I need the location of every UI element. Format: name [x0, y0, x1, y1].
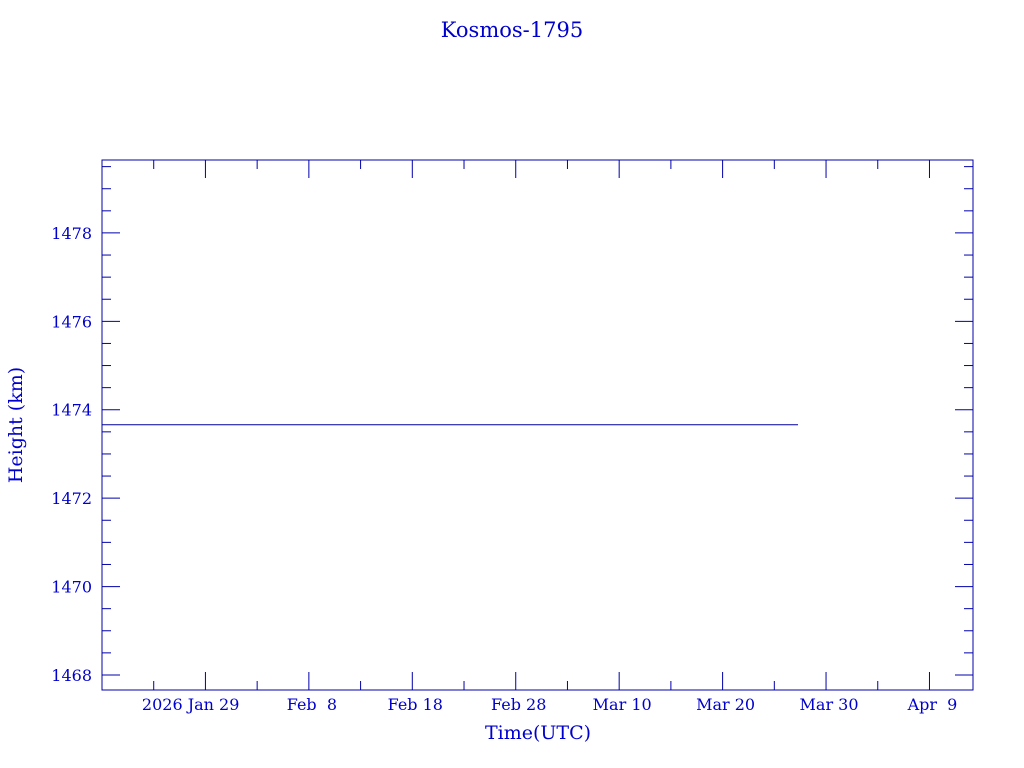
x-axis-label: Time(UTC)	[485, 722, 591, 744]
y-tick-label: 1474	[51, 401, 92, 420]
x-tick-label: Feb 8	[287, 695, 337, 714]
y-tick-label: 1468	[51, 666, 92, 685]
y-tick-label: 1470	[51, 578, 92, 597]
x-tick-label: Feb 18	[388, 695, 443, 714]
axis-ticks: 1468 1470 1472 1474 1476 1478 2026 Jan 29 Feb 8…	[51, 160, 973, 714]
x-tick-label: Apr 9	[907, 695, 958, 714]
plot-frame	[101, 159, 974, 691]
chart-title: Kosmos-1795	[441, 18, 583, 42]
x-tick-label: 2026 Jan 29	[142, 695, 240, 714]
y-tick-label: 1478	[51, 224, 92, 243]
x-tick-label: Mar 20	[696, 695, 755, 714]
x-tick-label: Mar 30	[800, 695, 859, 714]
y-tick-label: 1472	[51, 489, 92, 508]
x-tick-label: Mar 10	[593, 695, 652, 714]
y-tick-label: 1476	[51, 312, 92, 331]
x-tick-label: Feb 28	[491, 695, 546, 714]
y-axis-label: Height (km)	[5, 367, 27, 483]
